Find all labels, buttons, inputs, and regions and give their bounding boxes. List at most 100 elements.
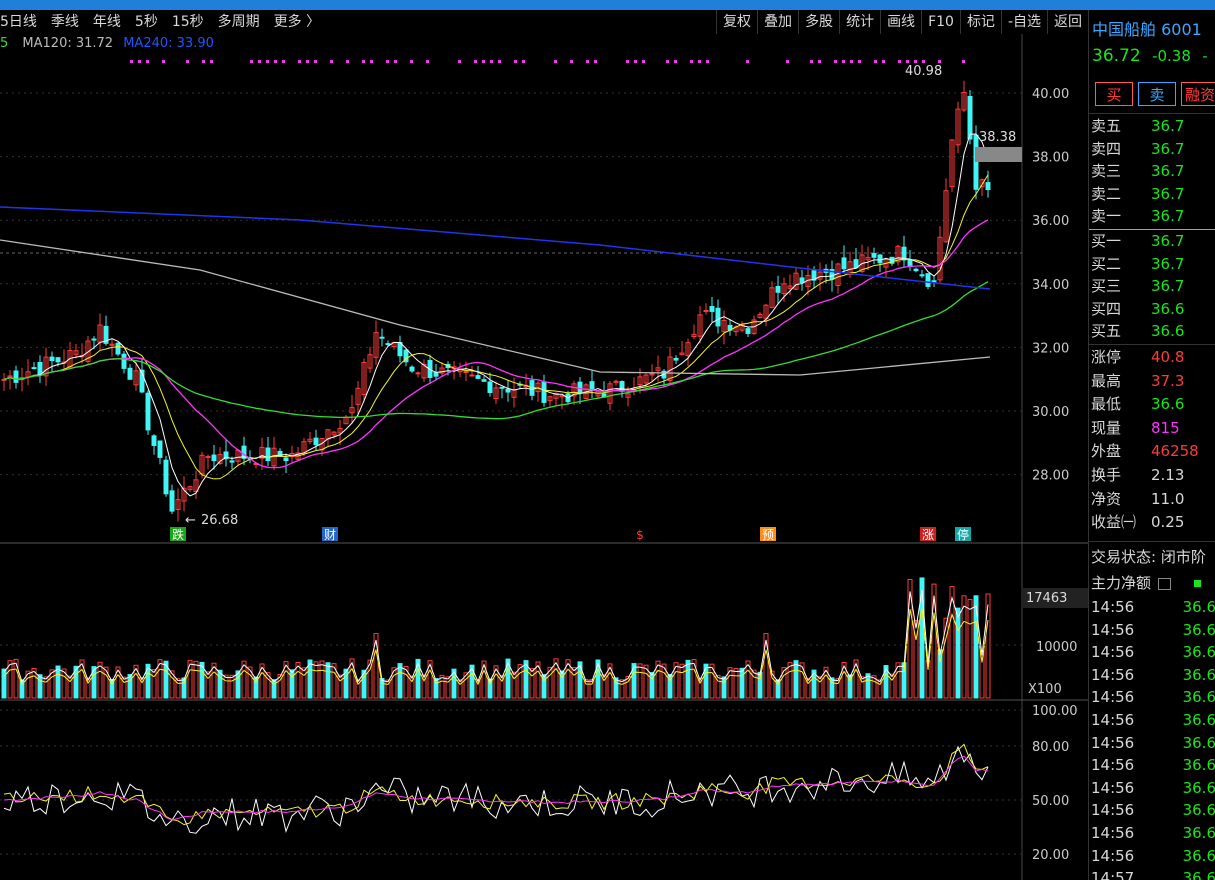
volume-bar <box>271 679 277 699</box>
candle-body <box>607 383 613 404</box>
volume-bar <box>949 586 955 699</box>
candle-body <box>943 190 949 243</box>
volume-bar <box>643 664 649 699</box>
volume-bar <box>601 674 607 699</box>
signal-dot <box>626 60 629 63</box>
tool-button[interactable]: -自选 <box>1000 10 1047 34</box>
signal-dot <box>330 60 333 63</box>
candle-body <box>709 306 715 312</box>
sell-button[interactable]: 卖 <box>1138 82 1176 106</box>
candle-body <box>793 272 799 290</box>
event-marker-bg <box>955 527 971 541</box>
volume-bar <box>487 678 493 699</box>
candle-body <box>967 95 973 140</box>
candle-body <box>937 236 943 281</box>
candle-body <box>811 270 817 281</box>
signal-dot <box>346 60 349 63</box>
tool-button[interactable]: 叠加 <box>757 10 798 34</box>
candle-body <box>385 343 391 346</box>
tool-button[interactable]: 统计 <box>839 10 880 34</box>
tick-price: 36.6 <box>1182 643 1215 662</box>
volume-bar <box>49 669 55 699</box>
price-axis-label: 32.00 <box>1032 341 1069 356</box>
volume-bar <box>763 633 769 699</box>
stock-name[interactable]: 中国船舶 6001 <box>1092 20 1202 39</box>
stat-value: 40.8 <box>1151 348 1185 366</box>
orderbook-label: 买五 <box>1091 322 1122 341</box>
signal-dot <box>642 60 645 63</box>
signal-dot <box>922 60 925 63</box>
volume-bar <box>181 677 187 699</box>
volume-bar <box>895 662 901 699</box>
signal-dot <box>514 60 517 63</box>
period-tab[interactable]: 多周期 <box>217 14 260 30</box>
volume-unit-label: X100 <box>1028 682 1062 697</box>
tool-button[interactable]: 多股 <box>798 10 839 34</box>
candle-body <box>955 108 961 146</box>
signal-dot <box>186 60 189 63</box>
stat-value: 815 <box>1151 418 1180 437</box>
signal-dot <box>586 60 589 63</box>
period-tab[interactable]: 季线 <box>50 14 79 30</box>
stat-value: 46258 <box>1151 442 1199 461</box>
tool-button[interactable]: F10 <box>921 10 960 34</box>
tool-button[interactable]: 复权 <box>716 10 757 34</box>
signal-dot <box>634 60 637 63</box>
kline-chart[interactable]: 40.00 38.00 36.00 34.00 32.00 30.00 28.00 40.98… <box>0 0 1088 880</box>
volume-bar <box>169 670 175 699</box>
last-price: 36.72 <box>1092 46 1141 66</box>
price-axis-label: 40.00 <box>1032 87 1069 102</box>
osc-line-k <box>3 745 989 834</box>
volume-bar <box>1 668 7 699</box>
signal-dot <box>458 60 461 63</box>
signal-dot <box>690 60 693 63</box>
ma5-line <box>3 133 989 497</box>
stat-value: 0.25 <box>1151 513 1185 532</box>
candle-body <box>493 387 499 400</box>
stat-label: 最高 <box>1091 371 1122 390</box>
price-change: -0.38 <box>1152 47 1191 65</box>
candle-body <box>715 307 721 327</box>
current-price-label: 38.38 <box>979 130 1016 145</box>
buy-button[interactable]: 买 <box>1095 82 1133 106</box>
candle-body <box>313 437 319 446</box>
tool-button[interactable]: 标记 <box>959 10 1001 34</box>
volume-bar <box>871 675 877 699</box>
volume-bar <box>151 669 157 699</box>
volume-bar <box>25 670 31 699</box>
tool-button[interactable]: 返回 <box>1047 10 1088 34</box>
candle-body <box>217 454 223 464</box>
candle-body <box>265 447 271 462</box>
volume-bar <box>505 658 511 699</box>
tool-button[interactable]: 画线 <box>880 10 921 34</box>
volume-bar <box>79 659 85 699</box>
volume-bar <box>127 674 133 699</box>
period-tab[interactable]: 15秒 <box>171 14 204 30</box>
signal-dot <box>210 60 213 63</box>
volume-bar <box>673 662 679 699</box>
period-tab[interactable]: 5日线 <box>0 14 37 30</box>
margin-button[interactable]: 融资 <box>1181 82 1215 106</box>
list-icon[interactable] <box>1157 577 1171 590</box>
candle-body <box>679 352 685 356</box>
candle-body <box>625 393 631 398</box>
candle-body <box>721 319 727 333</box>
signal-dot <box>146 60 149 63</box>
signal-dot <box>266 60 269 63</box>
osc-line-d <box>3 743 989 826</box>
tick-list[interactable]: 14:56 36.6 14:56 36.6 14:56 36.6 14:56 36.6 14:5… <box>1089 596 1215 880</box>
period-tab[interactable]: 5秒 <box>134 14 158 30</box>
volume-bar <box>61 668 67 699</box>
net-inflow[interactable]: 主力净额 <box>1091 572 1201 593</box>
signal-dot <box>250 60 253 63</box>
volume-axis-label: 17463 <box>1026 591 1067 606</box>
candle-body <box>865 256 871 261</box>
volume-bar <box>43 676 49 699</box>
period-tab[interactable]: 年线 <box>92 14 121 30</box>
volume-bar <box>907 579 913 699</box>
osc-axis-label: 80.00 <box>1032 740 1069 755</box>
candle-body <box>487 381 493 394</box>
signal-dot <box>666 60 669 63</box>
period-tab[interactable]: 更多 〉 <box>273 14 321 30</box>
event-marker: 停 <box>957 527 969 542</box>
